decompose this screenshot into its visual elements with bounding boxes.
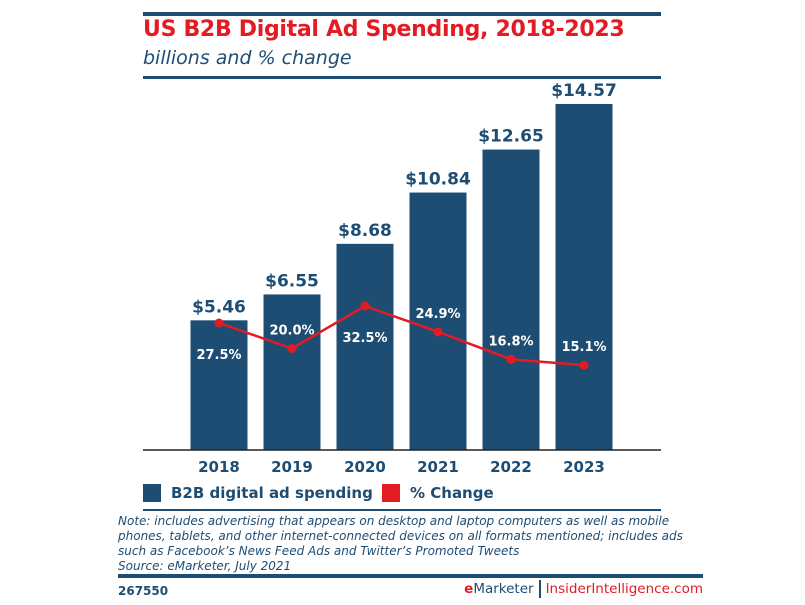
bar-value-label: $14.57 bbox=[551, 81, 617, 101]
bar-value-label: $5.46 bbox=[192, 297, 246, 317]
bar-value-label: $8.68 bbox=[338, 221, 392, 241]
bar bbox=[263, 294, 321, 450]
x-tick-label: 2021 bbox=[417, 458, 459, 476]
legend-label: B2B digital ad spending bbox=[171, 484, 373, 502]
x-tick-label: 2020 bbox=[344, 458, 386, 476]
legend-item-change: % Change bbox=[382, 484, 494, 502]
change-point bbox=[287, 344, 297, 353]
legend-label: % Change bbox=[410, 484, 494, 502]
top-rule bbox=[143, 12, 661, 16]
chart-plot: $5.46 2018 $6.55 2019 $8.68 2020 $10.84 2021 $12… bbox=[143, 81, 661, 476]
bar bbox=[409, 192, 467, 451]
bar-value-label: $10.84 bbox=[405, 170, 471, 190]
footnote: Note: includes advertising that appears … bbox=[118, 514, 703, 574]
note-text: Note: includes advertising that appears … bbox=[118, 514, 683, 558]
chart-id: 267550 bbox=[118, 584, 169, 598]
emarketer-logo: eMarketer bbox=[464, 581, 534, 597]
bar bbox=[555, 103, 613, 451]
header-rule bbox=[143, 76, 661, 79]
bar-value-label: $6.55 bbox=[265, 271, 319, 291]
bar bbox=[190, 320, 248, 450]
legend-swatch-bar bbox=[143, 484, 161, 502]
x-tick-label: 2018 bbox=[198, 458, 240, 476]
x-tick-label: 2019 bbox=[271, 458, 313, 476]
x-tick-label: 2022 bbox=[490, 458, 532, 476]
bar bbox=[336, 243, 394, 450]
change-label: 15.1% bbox=[561, 340, 606, 355]
change-point bbox=[506, 354, 516, 364]
change-point bbox=[214, 318, 224, 328]
x-tick-label: 2023 bbox=[563, 458, 605, 476]
bar-value-label: $12.65 bbox=[478, 127, 544, 147]
source-text: Source: eMarketer, July 2021 bbox=[118, 559, 292, 573]
legend-item-spending: B2B digital ad spending bbox=[143, 484, 373, 502]
change-point bbox=[579, 360, 589, 370]
brand-logo: eMarketer InsiderIntelligence.com bbox=[464, 580, 703, 598]
bar bbox=[482, 149, 540, 450]
legend-rule bbox=[143, 509, 661, 511]
brand-divider bbox=[538, 580, 541, 598]
change-label: 20.0% bbox=[269, 324, 314, 339]
change-label: 27.5% bbox=[196, 348, 241, 363]
change-label: 32.5% bbox=[342, 331, 387, 346]
chart-subtitle: billions and % change bbox=[143, 47, 352, 69]
change-point bbox=[360, 301, 370, 311]
chart-title: US B2B Digital Ad Spending, 2018-2023 bbox=[143, 17, 625, 42]
legend-swatch-line bbox=[382, 484, 400, 502]
insider-intelligence-link[interactable]: InsiderIntelligence.com bbox=[545, 581, 703, 597]
change-label: 16.8% bbox=[488, 334, 533, 349]
footer-rule bbox=[118, 574, 703, 578]
change-line bbox=[218, 304, 585, 367]
change-point bbox=[433, 327, 443, 337]
change-label: 24.9% bbox=[415, 307, 460, 322]
